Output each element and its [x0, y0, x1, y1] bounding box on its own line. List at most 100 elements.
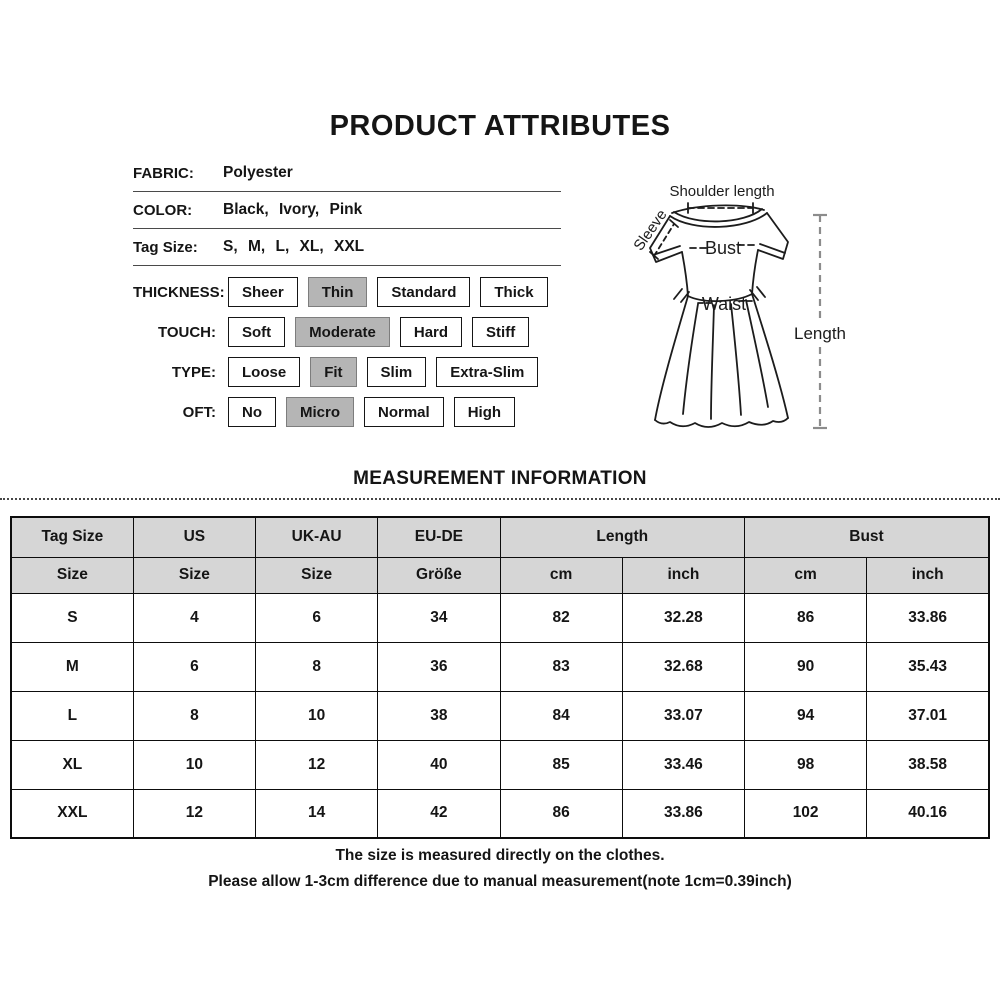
option-soft: Soft [228, 317, 286, 347]
page-title: PRODUCT ATTRIBUTES [329, 110, 671, 142]
subheader-bust-inch: inch [866, 556, 990, 594]
table-cell: 40 [377, 739, 501, 790]
table-row-xxl: XXL 12 14 42 86 33.86 102 40.16 [10, 788, 990, 839]
table-cell: 38.58 [866, 739, 990, 790]
touch-label: TOUCH: [157, 323, 216, 341]
fabric-value: Polyester [223, 164, 293, 181]
option-normal: Normal [364, 397, 444, 427]
table-cell: 35.43 [866, 641, 990, 692]
table-cell: 82 [499, 592, 623, 643]
attribute-options-block: THICKNESS: Sheer Thin Standard Thick TOU… [133, 277, 558, 437]
table-cell: 10 [254, 690, 379, 741]
table-cell: 14 [254, 788, 379, 839]
option-standard: Standard [377, 277, 471, 307]
table-cell: 12 [132, 788, 257, 839]
table-cell: 6 [132, 641, 257, 692]
option-high: High [453, 397, 516, 427]
col-header-bust: Bust [744, 516, 990, 558]
table-row-l: L 8 10 38 84 33.07 94 37.01 [10, 690, 990, 741]
thickness-row: THICKNESS: Sheer Thin Standard Thick [133, 277, 558, 307]
length-label: Length [794, 324, 846, 343]
table-cell: 8 [132, 690, 257, 741]
measurement-section-title: MEASUREMENT INFORMATION [353, 468, 647, 489]
tag-size-row: Tag Size: S, M, L, XL, XXL [133, 229, 561, 266]
table-cell: 33.46 [621, 739, 746, 790]
col-header-length: Length [499, 516, 745, 558]
table-cell: 8 [254, 641, 379, 692]
table-cell: 90 [743, 641, 868, 692]
table-cell: 38 [377, 690, 501, 741]
subheader-size: Size [254, 556, 379, 594]
option-extra-slim: Extra-Slim [436, 357, 539, 387]
length-measure-line-icon [813, 213, 827, 430]
option-slim: Slim [366, 357, 427, 387]
size-label-cell: XL [10, 739, 134, 790]
fabric-row: FABRIC: Polyester [133, 155, 561, 192]
size-table: Tag Size US UK-AU EU-DE Length Bust Size… [10, 516, 990, 839]
table-cell: 86 [499, 788, 623, 839]
option-micro-selected: Micro [286, 397, 355, 427]
size-label-cell: XXL [10, 788, 134, 839]
option-loose: Loose [228, 357, 301, 387]
shoulder-length-label: Shoulder length [669, 183, 774, 200]
table-row-s: S 4 6 34 82 32.28 86 33.86 [10, 592, 990, 643]
col-header-eu-de: EU-DE [377, 516, 501, 558]
table-cell: 33.07 [621, 690, 746, 741]
thickness-label: THICKNESS: [133, 283, 225, 301]
subheader-length-inch: inch [621, 556, 746, 594]
footer-note-2: Please allow 1-3cm difference due to man… [208, 873, 792, 890]
dotted-divider [0, 498, 1000, 500]
table-cell: 32.28 [621, 592, 746, 643]
table-cell: 94 [743, 690, 868, 741]
size-label-cell: L [10, 690, 134, 741]
table-header-row-2: Size Size Size Größe cm inch cm inch [10, 556, 990, 594]
subheader-length-cm: cm [499, 556, 623, 594]
length-label-backdrop [794, 322, 846, 344]
table-row-m: M 6 8 36 83 32.68 90 35.43 [10, 641, 990, 692]
oft-row: OFT: No Micro Normal High [133, 397, 558, 427]
option-stiff: Stiff [472, 317, 530, 347]
subheader-size: Size [132, 556, 257, 594]
oft-label: OFT: [182, 403, 216, 421]
table-cell: 32.68 [621, 641, 746, 692]
table-cell: 37.01 [866, 690, 990, 741]
col-header-tag-size: Tag Size [10, 516, 134, 558]
tag-size-label: Tag Size: [133, 238, 198, 256]
option-hard: Hard [399, 317, 463, 347]
dress-measurement-diagram: Shoulder length Sleeve Bust Waist Length [630, 183, 846, 430]
tag-size-value: S, M, L, XL, XXL [223, 238, 365, 255]
table-cell: 42 [377, 788, 501, 839]
table-header-row-1: Tag Size US UK-AU EU-DE Length Bust [10, 516, 990, 558]
type-row: TYPE: Loose Fit Slim Extra-Slim [133, 357, 558, 387]
table-cell: 33.86 [866, 592, 990, 643]
touch-row: TOUCH: Soft Moderate Hard Stiff [133, 317, 558, 347]
subheader-size: Size [10, 556, 134, 594]
table-cell: 102 [743, 788, 868, 839]
option-thick: Thick [480, 277, 548, 307]
size-label-cell: S [10, 592, 134, 643]
attribute-info-block: FABRIC: Polyester COLOR: Black, Ivory, P… [133, 155, 561, 266]
option-sheer: Sheer [228, 277, 298, 307]
color-label: COLOR: [133, 201, 193, 219]
col-header-us: US [132, 516, 257, 558]
option-fit-selected: Fit [310, 357, 357, 387]
size-label-cell: M [10, 641, 134, 692]
type-label: TYPE: [171, 363, 216, 381]
fabric-label: FABRIC: [133, 164, 194, 182]
table-cell: 33.86 [621, 788, 746, 839]
table-cell: 6 [254, 592, 379, 643]
table-cell: 4 [132, 592, 257, 643]
table-cell: 86 [743, 592, 868, 643]
table-cell: 85 [499, 739, 623, 790]
table-row-xl: XL 10 12 40 85 33.46 98 38.58 [10, 739, 990, 790]
option-thin-selected: Thin [307, 277, 368, 307]
table-cell: 83 [499, 641, 623, 692]
col-header-uk-au: UK-AU [254, 516, 379, 558]
table-cell: 40.16 [866, 788, 990, 839]
table-cell: 36 [377, 641, 501, 692]
dress-outline-icon [649, 202, 789, 428]
subheader-groesse: Größe [377, 556, 501, 594]
table-cell: 10 [132, 739, 257, 790]
footer-note-1: The size is measured directly on the clo… [335, 847, 665, 864]
